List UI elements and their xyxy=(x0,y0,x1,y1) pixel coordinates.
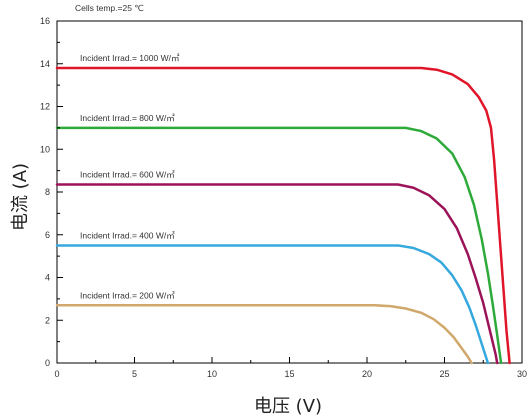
cell-temperature-note: Cells temp.=25 ℃ xyxy=(75,3,144,13)
series-line xyxy=(55,126,503,365)
y-tick-label: 6 xyxy=(45,230,50,240)
series-label: Incident Irrad.= 1000 W/㎡ xyxy=(80,53,180,63)
y-tick-label: 16 xyxy=(40,16,50,26)
x-axis-title: 电压 (V) xyxy=(254,396,322,417)
curves-group xyxy=(55,66,511,365)
x-tick-label: 15 xyxy=(284,369,294,379)
series-label: Incident Irrad.= 600 W/㎡ xyxy=(80,170,175,180)
y-axis-title: 电流 (A) xyxy=(10,163,31,231)
series-label: Incident Irrad.= 800 W/㎡ xyxy=(80,113,175,123)
x-tick-label: 10 xyxy=(207,369,217,379)
y-tick-label: 12 xyxy=(40,102,50,112)
y-tick-label: 8 xyxy=(45,187,50,197)
x-axis-ticks: 0 5 10 15 20 25 30 xyxy=(54,357,527,379)
series-label: Incident Irrad.= 400 W/㎡ xyxy=(80,230,175,240)
y-tick-label: 10 xyxy=(40,144,50,154)
plot-frame xyxy=(56,20,523,364)
y-tick-label: 4 xyxy=(45,273,50,283)
x-tick-label: 30 xyxy=(517,369,527,379)
x-tick-label: 0 xyxy=(54,369,59,379)
y-tick-label: 2 xyxy=(45,315,50,325)
plot-border xyxy=(56,20,523,364)
series-labels-group: Incident Irrad.= 1000 W/㎡ Incident Irrad.… xyxy=(80,53,180,300)
series-line xyxy=(55,183,499,365)
series-label: Incident Irrad.= 200 W/㎡ xyxy=(80,290,175,300)
y-tick-label: 14 xyxy=(40,59,50,69)
series-line xyxy=(55,304,473,365)
series-line xyxy=(55,244,490,365)
y-tick-label: 0 xyxy=(45,358,50,368)
y-axis-ticks: 0 2 4 6 8 10 12 14 16 xyxy=(40,16,63,368)
x-tick-label: 20 xyxy=(362,369,372,379)
x-tick-label: 5 xyxy=(132,369,137,379)
x-tick-label: 25 xyxy=(439,369,449,379)
series-line xyxy=(55,66,511,365)
